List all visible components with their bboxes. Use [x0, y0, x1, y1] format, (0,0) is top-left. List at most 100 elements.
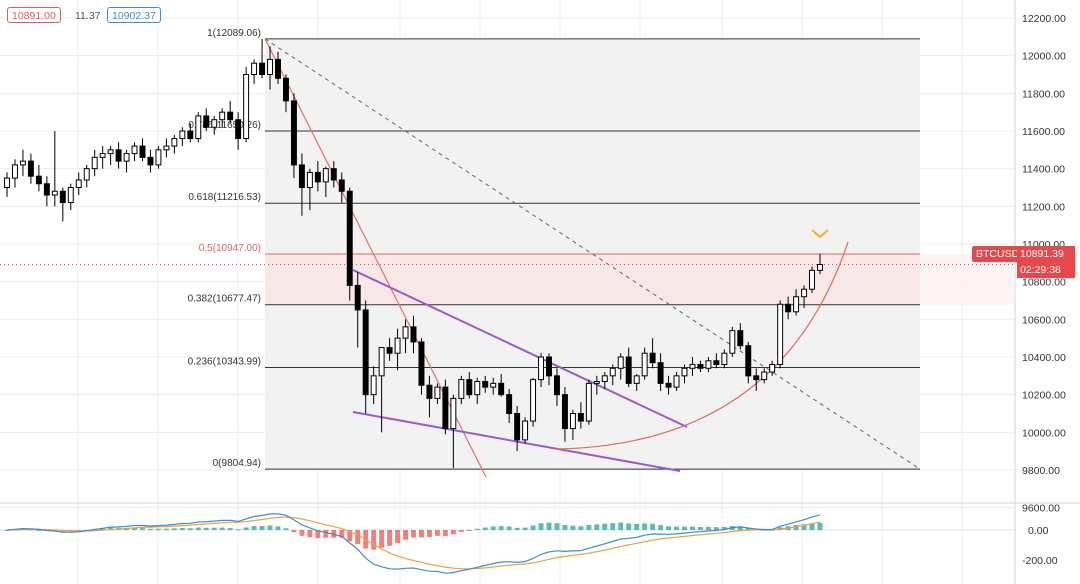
- macd-histogram-bar: [745, 527, 751, 530]
- macd-histogram-bar: [283, 528, 289, 530]
- candlestick-series: [4, 38, 823, 469]
- candle: [211, 115, 218, 135]
- macd-histogram-bar: [538, 523, 544, 530]
- candle: [466, 372, 473, 399]
- wedge-lower-line[interactable]: [352, 411, 681, 472]
- candle-body: [801, 288, 808, 298]
- macd-histogram-bar: [275, 526, 281, 530]
- candle-body: [235, 119, 242, 140]
- macd-indicator[interactable]: 0.00 -200.00: [0, 513, 1058, 574]
- price-tick-label: 11800.00: [1022, 88, 1065, 100]
- macd-histogram-bar: [689, 526, 695, 530]
- candle-body: [83, 168, 90, 181]
- macd-histogram-bar: [666, 526, 672, 530]
- candle-body: [769, 364, 776, 373]
- macd-histogram-bar: [267, 525, 273, 530]
- price-axis[interactable]: 9600.00 9800.00 10000.00 10200.00 10400.00 10…: [1022, 13, 1066, 515]
- wedge-upper-line[interactable]: [352, 269, 688, 428]
- candle-body: [665, 382, 672, 388]
- fib-highlight-band-ext: [920, 253, 1015, 305]
- candle: [123, 149, 130, 173]
- macd-histogram-bar: [482, 527, 488, 530]
- macd-histogram-bar: [793, 525, 799, 530]
- candle: [530, 377, 537, 427]
- candle: [227, 100, 234, 124]
- rounding-bottom-arc[interactable]: [555, 241, 849, 450]
- macd-histogram-bar: [179, 527, 185, 530]
- candle-body: [290, 100, 297, 166]
- candle: [19, 149, 26, 177]
- macd-histogram-bar: [442, 530, 448, 537]
- candle: [267, 46, 274, 90]
- candle: [633, 373, 640, 391]
- macd-histogram-bar: [315, 530, 321, 539]
- candle-body: [227, 111, 234, 121]
- candle-body: [553, 375, 560, 396]
- macd-tick-label: -200.00: [1022, 555, 1058, 567]
- price-tick-label: 11600.00: [1022, 126, 1065, 138]
- dashed-trendline[interactable]: [264, 38, 921, 470]
- price-tick-label: 10600.00: [1022, 314, 1066, 326]
- candle-body: [155, 149, 162, 166]
- candle: [147, 149, 154, 173]
- macd-histogram-bar: [530, 525, 536, 530]
- fib-level-label: 0.236(10343.99): [188, 357, 261, 368]
- candle-body: [777, 303, 784, 366]
- candle-body: [705, 360, 712, 369]
- macd-histogram-bar: [602, 523, 608, 530]
- candle-body: [458, 379, 465, 399]
- candle: [450, 394, 457, 469]
- candle-body: [362, 309, 369, 396]
- candle: [737, 323, 744, 350]
- candle: [761, 368, 768, 384]
- candle: [219, 108, 226, 128]
- candle-body: [163, 145, 170, 151]
- candle: [275, 51, 281, 84]
- macd-histogram-bar: [187, 528, 193, 530]
- drawings[interactable]: [0, 38, 1015, 478]
- macd-histogram-bar: [132, 527, 138, 530]
- candle: [641, 347, 648, 380]
- macd-histogram-bar: [36, 529, 42, 531]
- macd-histogram-bar: [140, 528, 145, 530]
- candle-body: [697, 364, 704, 369]
- macd-tick-label: 0.00: [1028, 525, 1049, 537]
- candle-body: [817, 264, 823, 271]
- candle: [59, 187, 66, 222]
- macd-histogram-bar: [299, 530, 305, 536]
- candle-body: [107, 149, 114, 155]
- candle-body: [147, 156, 154, 166]
- candle: [338, 172, 345, 203]
- macd-histogram-bar: [801, 524, 807, 530]
- bar-countdown-tag: 02:29:38: [1017, 262, 1075, 278]
- macd-histogram-bar: [721, 526, 727, 530]
- candle: [4, 172, 10, 197]
- macd-histogram-bar: [307, 530, 313, 538]
- ohlc-price: 10891.00: [7, 7, 61, 23]
- candle-body: [761, 371, 768, 381]
- candle-body: [657, 362, 664, 384]
- candle-body: [506, 394, 513, 414]
- candle: [378, 347, 385, 433]
- ohlc-bid: 10902.37: [107, 7, 161, 23]
- candle-body: [617, 356, 624, 369]
- candle: [442, 379, 449, 435]
- candle-body: [386, 347, 393, 354]
- candle-body: [793, 296, 800, 313]
- macd-histogram-bar: [506, 526, 512, 530]
- candle: [665, 375, 672, 395]
- candle-body: [721, 352, 728, 366]
- candle-body: [569, 413, 576, 430]
- symbol-tag: BTCUSD: [972, 246, 1024, 262]
- candle-body: [745, 345, 752, 377]
- macd-histogram-bar: [586, 525, 592, 530]
- candle: [753, 368, 760, 391]
- candle: [243, 66, 250, 143]
- candle-body: [530, 379, 537, 422]
- fib-level-label: 1(12089.06): [207, 28, 261, 39]
- candle-body: [27, 160, 34, 177]
- descending-trendline[interactable]: [264, 38, 487, 478]
- candle: [721, 349, 728, 369]
- price-tick-label: 10800.00: [1022, 277, 1066, 289]
